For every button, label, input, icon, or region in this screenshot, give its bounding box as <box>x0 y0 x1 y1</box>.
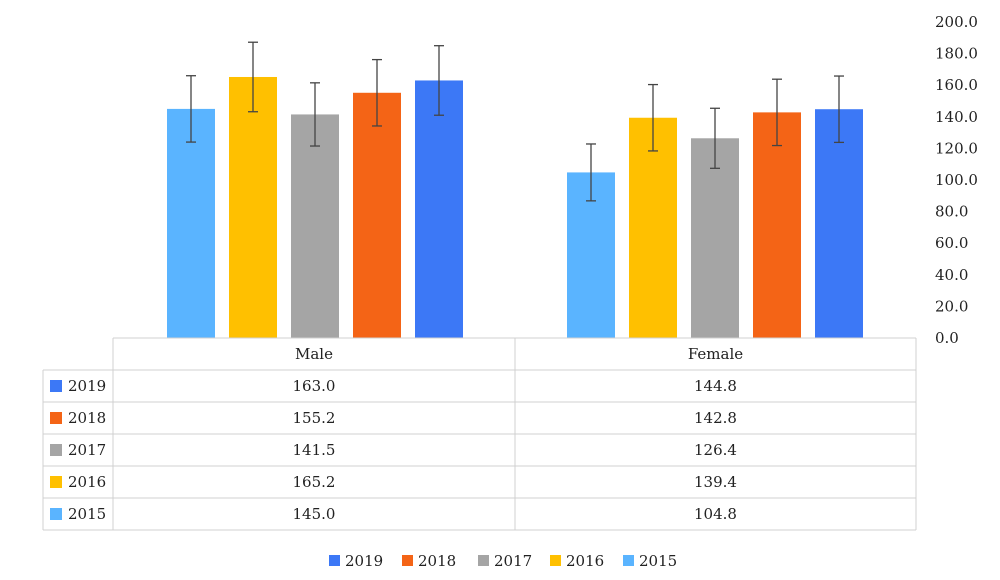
legend-swatch-2019 <box>329 555 340 566</box>
bar-female-2019 <box>815 109 863 338</box>
legend-swatch-2016 <box>550 555 561 566</box>
table-legend-key-2017 <box>50 444 62 456</box>
legend-swatch-2018 <box>402 555 413 566</box>
table-cell-value: 104.8 <box>694 505 737 523</box>
y-tick-label: 100.0 <box>935 171 978 189</box>
table-cell-value: 165.2 <box>293 473 336 491</box>
table-cell-value: 155.2 <box>293 409 336 427</box>
legend-label-2017: 2017 <box>494 552 532 570</box>
bar-female-2016 <box>629 117 677 338</box>
table-cell-value: 141.5 <box>293 441 336 459</box>
table-row-label-2019: 2019 <box>68 377 106 395</box>
table-row-label-2017: 2017 <box>68 441 106 459</box>
legend-label-2016: 2016 <box>566 552 604 570</box>
y-tick-label: 60.0 <box>935 234 968 252</box>
bar-male-2019 <box>415 80 463 339</box>
bar-male-2018 <box>353 92 401 338</box>
bar-male-2016 <box>229 76 277 338</box>
y-tick-label: 20.0 <box>935 297 968 315</box>
y-tick-label: 160.0 <box>935 76 978 94</box>
table-cell-value: 163.0 <box>293 377 336 395</box>
table-row-label-2016: 2016 <box>68 473 106 491</box>
legend-swatch-2015 <box>623 555 634 566</box>
table-header-female: Female <box>688 345 743 363</box>
table-legend-key-2019 <box>50 380 62 392</box>
bar-male-2017 <box>291 114 339 339</box>
y-tick-label: 140.0 <box>935 108 978 126</box>
table-legend-key-2016 <box>50 476 62 488</box>
table-cell-value: 142.8 <box>694 409 737 427</box>
y-tick-label: 180.0 <box>935 45 978 63</box>
y-tick-label: 80.0 <box>935 203 968 221</box>
table-cell-value: 139.4 <box>694 473 737 491</box>
bar-male-2015 <box>167 108 215 339</box>
y-tick-label: 200.0 <box>935 13 978 31</box>
legend-label-2018: 2018 <box>418 552 456 570</box>
legend-label-2019: 2019 <box>345 552 383 570</box>
table-legend-key-2018 <box>50 412 62 424</box>
table-row-label-2015: 2015 <box>68 505 106 523</box>
legend-swatch-2017 <box>478 555 489 566</box>
table-row-label-2018: 2018 <box>68 409 106 427</box>
table-cell-value: 126.4 <box>694 441 737 459</box>
table-cell-value: 144.8 <box>694 377 737 395</box>
legend-label-2015: 2015 <box>639 552 677 570</box>
table-legend-key-2015 <box>50 508 62 520</box>
table-header-male: Male <box>295 345 333 363</box>
y-tick-label: 120.0 <box>935 139 978 157</box>
y-tick-label: 40.0 <box>935 266 968 284</box>
table-cell-value: 145.0 <box>293 505 336 523</box>
bar-female-2018 <box>753 112 801 338</box>
y-tick-label: 0.0 <box>935 329 959 347</box>
bar-female-2017 <box>691 138 739 338</box>
